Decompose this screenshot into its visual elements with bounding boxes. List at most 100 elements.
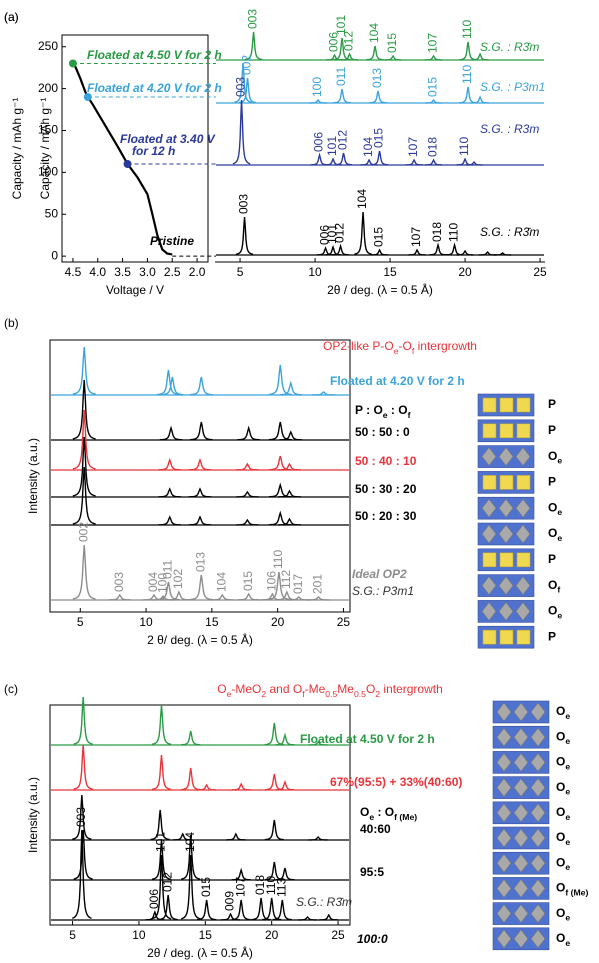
diffraction-peak (268, 455, 292, 471)
diffraction-peak (237, 592, 261, 601)
diffraction-peak (108, 593, 132, 601)
diffraction-peak (160, 376, 184, 396)
octahedron-face (513, 752, 529, 772)
structure-layer (477, 445, 535, 468)
peak-label: 011 (161, 560, 175, 579)
diffraction-peak (308, 741, 328, 746)
peak-label: 110 (460, 65, 474, 84)
peak-label: 100 (310, 77, 324, 97)
diffraction-peak (478, 250, 497, 256)
ratio-header: Oe : Of (Me) (360, 805, 417, 822)
diffraction-peak (334, 152, 353, 166)
diffraction-peak (366, 45, 384, 61)
octahedron-face (530, 778, 546, 798)
series-label: Floated at 4.50 V for 2 h (300, 732, 435, 746)
x-tick-label: 5 (237, 265, 244, 279)
space-group: S.G.: R3̄m (296, 895, 352, 909)
panel-title: Oe-MeO2 and Of-Me0.5Me0.5O2 intergrowth (217, 682, 443, 699)
diffraction-peak (197, 783, 217, 791)
diffraction-peak (272, 899, 292, 921)
stacking-label: Oe (556, 729, 570, 746)
float-point (68, 59, 77, 68)
diffraction-peak (151, 704, 172, 745)
stacking-label: P (548, 552, 556, 566)
peak-label: 106 (265, 571, 279, 591)
series-label: 50 : 30 : 20 (355, 482, 417, 496)
space-group: S.G.: P3m1 (352, 584, 414, 598)
diffraction-peak (237, 425, 261, 441)
octahedron-face (496, 878, 512, 898)
diffraction-peak (72, 346, 96, 395)
x-tick-label: 25 (533, 265, 547, 279)
prism-face (499, 552, 514, 568)
series-label: S.G. : R3̄m (480, 40, 539, 54)
octahedron-face (496, 929, 512, 949)
octahedron-face (481, 447, 497, 467)
peak-label: 018 (430, 222, 444, 242)
octahedron-face (515, 576, 531, 596)
diffraction-peak (459, 41, 477, 61)
peak-label: 012 (160, 872, 174, 892)
diffraction-peak (408, 248, 426, 256)
diffraction-peak (264, 773, 284, 791)
diffraction-peak (307, 596, 330, 601)
panel-title: OP2-like P-Oe-Of intergrowth (323, 339, 477, 356)
diffraction-peak (278, 462, 301, 471)
diffraction-peak (268, 510, 292, 526)
plot-frame (49, 704, 351, 926)
diffraction-peak (231, 867, 251, 881)
diffraction-peak (429, 242, 447, 256)
peak-label: 015 (372, 128, 386, 148)
peak-label: 201 (311, 574, 325, 594)
peak-label: 002 (240, 55, 254, 75)
series-label: 50 : 20 : 30 (355, 509, 417, 523)
diffraction-peak (459, 86, 477, 104)
peak-label: 006 (318, 225, 332, 245)
structure-layer (477, 574, 535, 597)
x-tick-label: 20 (265, 928, 279, 942)
structure-layer (477, 471, 535, 494)
peak-label: 003 (112, 572, 126, 592)
diffraction-peak (210, 593, 234, 601)
diffraction-peak (232, 99, 251, 165)
series-label: 100:0 (357, 932, 388, 946)
ratio-header: P : Oe : Of (355, 403, 411, 420)
octahedron-face (515, 601, 531, 621)
diffraction-peak (189, 376, 213, 396)
diffraction-peak (150, 809, 170, 841)
peak-label: 110 (447, 223, 461, 242)
diffraction-peak (234, 62, 252, 103)
diffraction-peak (287, 596, 311, 601)
prism-face (516, 552, 531, 568)
series-label: S.G. : R3m (480, 122, 539, 136)
peak-label: 003 (74, 807, 88, 827)
peak-label: 015 (385, 33, 399, 53)
diffraction-peak (279, 380, 303, 396)
peak-label: 006 (147, 889, 161, 909)
peak-label: 101 (325, 224, 339, 244)
octahedron-face (513, 878, 529, 898)
diffraction-peak (72, 829, 92, 919)
x-tick-label: 3.0 (139, 265, 156, 279)
stacking-label: P (548, 423, 556, 437)
diffraction-peak (188, 515, 212, 526)
peak-label: 013 (193, 552, 207, 572)
diffraction-peak (189, 574, 213, 601)
peak-label: 107 (426, 33, 440, 53)
peak-label: 013 (370, 68, 384, 88)
diffraction-peak (370, 248, 389, 256)
octahedron-face (496, 853, 512, 873)
diffraction-peak (325, 53, 344, 61)
x-tick-label: 5 (69, 928, 76, 942)
peak-label: 104 (361, 137, 375, 157)
structure-layer (477, 496, 535, 520)
peak-label: 018 (426, 137, 440, 157)
diffraction-peak (333, 88, 351, 104)
diffraction-peak (235, 518, 259, 526)
prism-face (499, 397, 514, 413)
octahedron-face (481, 498, 497, 518)
diffraction-peak (297, 916, 318, 921)
x-tick-label: 25 (331, 928, 345, 942)
x-tick-label: 2.0 (189, 265, 206, 279)
diffraction-peak (319, 913, 339, 921)
